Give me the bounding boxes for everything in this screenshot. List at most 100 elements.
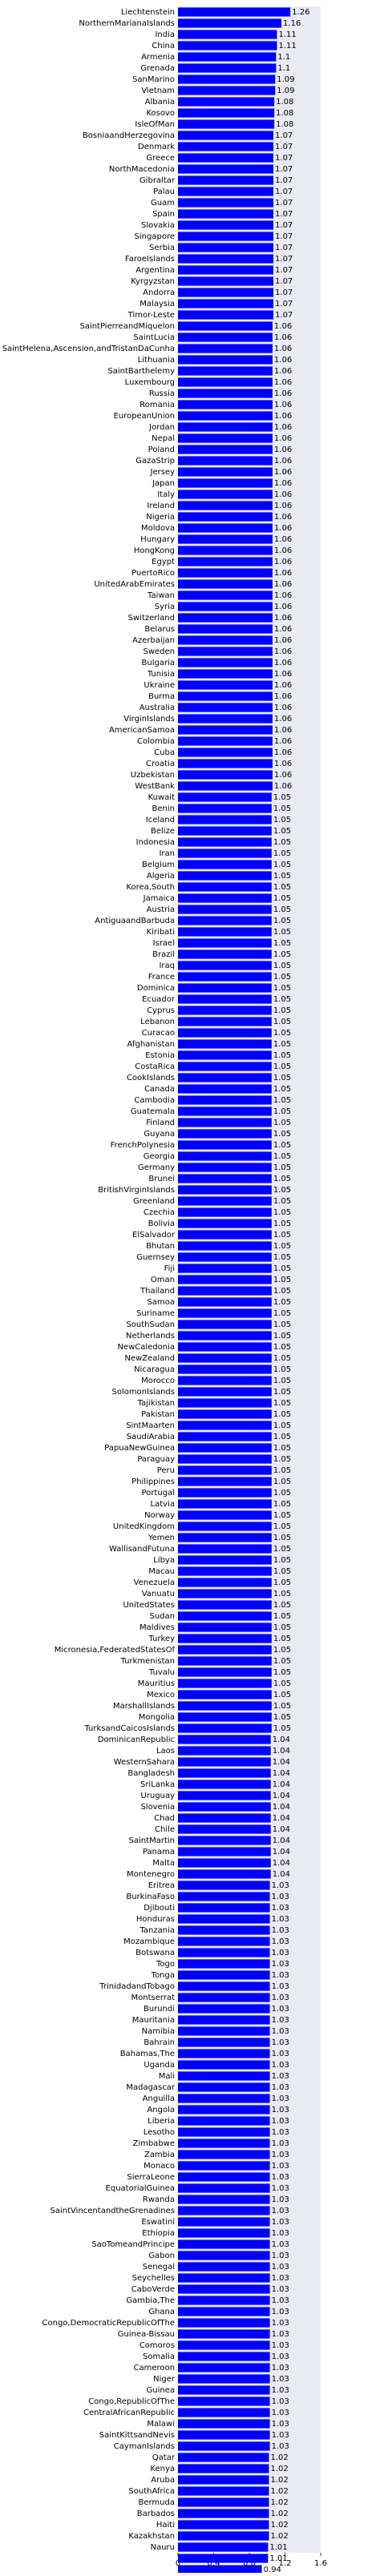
value-label: 1.07 [275, 199, 293, 208]
value-label: 1.06 [274, 535, 292, 544]
bar [178, 2116, 270, 2126]
y-tick-label: Canada [144, 1085, 175, 1094]
y-tick-label: Iceland [146, 816, 175, 824]
y-tick-label: Ethiopia [142, 2229, 175, 2238]
value-label: 1.06 [274, 647, 292, 656]
y-tick-label: Guatemala [131, 1107, 175, 1116]
value-label: 1.06 [274, 625, 292, 634]
value-label: 1.05 [273, 1062, 291, 1071]
y-tick-label: Mozambique [123, 1937, 175, 1946]
bar [178, 1611, 272, 1621]
bar [178, 41, 277, 50]
y-tick-label: PuertoRico [131, 569, 175, 578]
bar [178, 389, 273, 398]
bar [178, 2049, 270, 2058]
value-label: 1.09 [277, 87, 294, 95]
y-tick-label: UnitedKingdom [113, 1522, 175, 1531]
value-label: 1.05 [273, 1152, 291, 1161]
bar [178, 2497, 269, 2507]
y-tick-label: Bangladesh [127, 1769, 175, 1778]
bar [178, 1589, 272, 1598]
value-label: 1.05 [273, 1466, 291, 1475]
value-label: 1.07 [275, 143, 293, 151]
bar [178, 1533, 272, 1542]
value-label: 1.04 [273, 1848, 290, 1856]
bar [178, 2161, 270, 2171]
value-label: 1.05 [273, 1332, 291, 1340]
value-label: 1.05 [273, 1477, 291, 1486]
bar [178, 2329, 270, 2339]
y-tick-label: Hungary [140, 535, 175, 544]
y-tick-label: Jersey [150, 468, 176, 477]
value-label: 1.03 [272, 2016, 289, 2025]
value-label: 1.03 [272, 2251, 289, 2260]
bar [178, 1308, 272, 1318]
value-label: 1.06 [274, 569, 292, 578]
x-tick-label: 1.2 [279, 2559, 292, 2568]
value-label: 1.05 [273, 1040, 291, 1049]
value-label: 1.06 [274, 681, 292, 690]
y-tick-label: SaintLucia [133, 333, 175, 342]
y-tick-label: Rwanda [143, 2195, 175, 2204]
value-label: 1.03 [272, 1881, 289, 1890]
y-tick-label: Cuba [154, 748, 175, 757]
value-label: 1.05 [273, 1657, 291, 1666]
y-tick-label: Ukraine [144, 681, 175, 690]
value-label: 1.05 [273, 1399, 291, 1408]
value-label: 0.94 [264, 2566, 281, 2573]
bar [178, 613, 273, 623]
bar [178, 579, 273, 589]
bar [178, 893, 272, 903]
y-tick-label: Indonesia [136, 838, 175, 847]
value-label: 1.05 [273, 1724, 291, 1733]
value-label: 1.05 [273, 905, 291, 914]
bar [178, 1331, 272, 1340]
value-label: 1.05 [273, 1433, 291, 1441]
y-tick-label: Guinea-Bissau [118, 2330, 175, 2339]
bar [178, 1578, 272, 1587]
value-label: 1.03 [272, 2207, 289, 2215]
y-tick-label: Lebanon [140, 1018, 175, 1026]
bar [178, 1006, 272, 1015]
y-tick-label: Chad [154, 1814, 175, 1823]
y-tick-label: Tonga [151, 1971, 175, 1980]
bar [178, 187, 274, 196]
y-tick-label: SaintBarthelemy [107, 367, 175, 376]
y-tick-label: MarshallIslands [113, 1702, 175, 1711]
bar [178, 1196, 272, 1206]
bar [178, 75, 276, 84]
value-label: 1.03 [272, 2139, 289, 2148]
bar [178, 1881, 270, 1890]
bar [178, 2385, 270, 2395]
y-tick-label: Timor-Leste [127, 311, 175, 320]
bar [178, 2105, 270, 2114]
value-label: 1.05 [273, 1141, 291, 1150]
bar [178, 1645, 272, 1655]
bar [178, 949, 272, 959]
value-label: 1.03 [272, 2218, 289, 2227]
y-tick-label: Czechia [144, 1208, 175, 1217]
value-label: 1.05 [273, 1623, 291, 1632]
bar [178, 2475, 269, 2485]
bar [178, 1365, 272, 1374]
y-tick-label: Argentina [135, 266, 175, 275]
value-label: 1.07 [275, 221, 293, 230]
value-label: 1.06 [274, 760, 292, 768]
value-label: 1.05 [273, 1377, 291, 1385]
bar [178, 602, 273, 611]
y-tick-label: Kenya [150, 2465, 175, 2473]
value-label: 1.04 [273, 1814, 290, 1823]
value-label: 1.05 [273, 1018, 291, 1026]
y-tick-label: Kuwait [148, 793, 175, 802]
value-label: 1.06 [274, 367, 292, 376]
bar [178, 1510, 272, 1520]
y-tick-label: Iraq [159, 961, 175, 970]
value-label: 1.03 [272, 2352, 289, 2361]
y-tick-label: Liechtenstein [121, 8, 175, 17]
value-label: 1.05 [273, 838, 291, 847]
value-label: 1.05 [273, 1242, 291, 1251]
y-tick-label: NorthMacedonia [109, 165, 175, 174]
y-tick-label: Anguilla [143, 2094, 175, 2103]
value-label: 1.03 [272, 2442, 289, 2451]
bar [178, 288, 274, 297]
